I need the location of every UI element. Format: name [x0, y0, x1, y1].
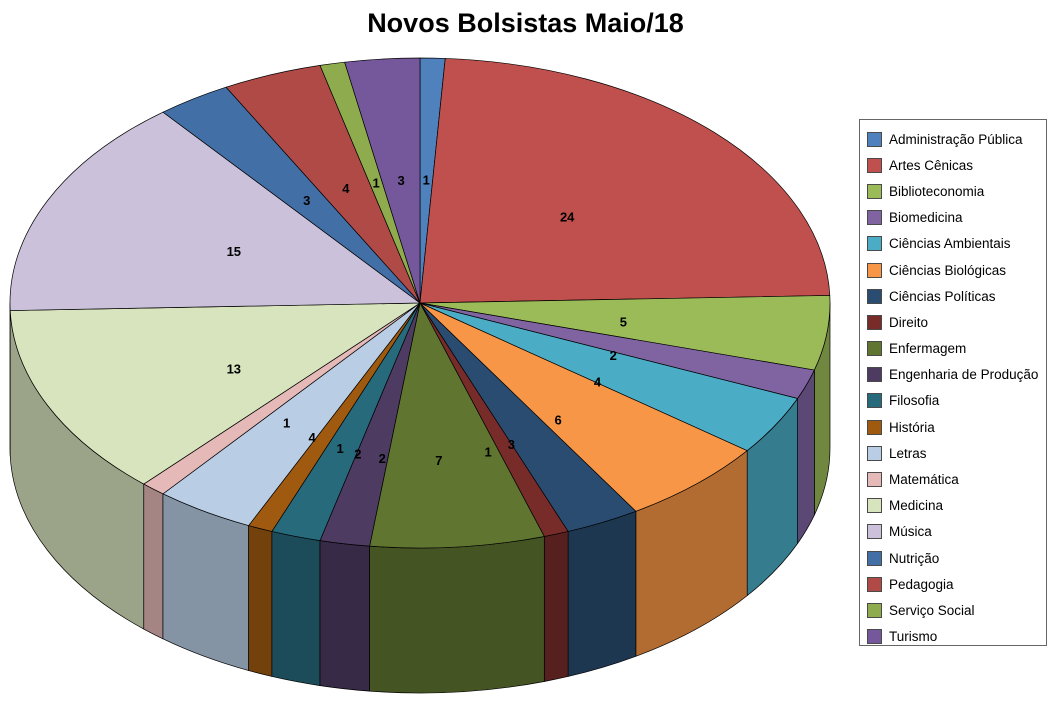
pie-slice-turismo: [344, 57, 421, 304]
legend-swatch: [867, 472, 882, 488]
data-label: 6: [554, 412, 561, 427]
legend-item-servico-social: Serviço Social: [867, 597, 1046, 623]
legend-item-enfermagem: Enfermagem: [867, 336, 1046, 362]
legend-label: Matemática: [889, 472, 959, 488]
data-label: 15: [227, 244, 241, 259]
legend-label: Biblioteconomia: [889, 183, 985, 199]
legend-label: Ciências Ambientais: [889, 236, 1011, 252]
legend-item-administracao-publica: Administração Pública: [867, 126, 1046, 152]
legend-label: Artes Cênicas: [889, 157, 974, 173]
pie-slice-side-filosofia: [271, 531, 321, 686]
legend-label: Engenharia de Produção: [889, 367, 1039, 383]
pie-slice-side-enfermagem: [369, 536, 545, 694]
legend-label: Letras: [889, 445, 927, 461]
data-label: 3: [508, 437, 515, 452]
data-label: 3: [303, 193, 310, 208]
legend-item-historia: História: [867, 414, 1046, 440]
pie-slice-side-direito: [543, 531, 569, 682]
legend-item-nutricao: Nutrição: [867, 545, 1046, 571]
legend-swatch: [867, 419, 882, 435]
legend-swatch: [867, 262, 882, 278]
pie-slice-enfermagem: [369, 302, 545, 549]
data-label: 2: [354, 446, 361, 461]
pie-slice-side-engenharia-de-producao: [319, 540, 370, 692]
legend-swatch: [867, 210, 882, 226]
data-label: 5: [620, 315, 627, 330]
legend-item-engenharia-de-producao: Engenharia de Produção: [867, 362, 1046, 388]
legend-label: Filosofia: [889, 393, 940, 409]
pie-slice-musica: [9, 111, 421, 311]
legend-swatch: [867, 183, 882, 199]
legend-label: Serviço Social: [889, 602, 975, 618]
pie-slice-side-biomedicina: [797, 369, 815, 544]
legend-swatch: [867, 550, 882, 566]
legend-label: Pedagogia: [889, 576, 954, 592]
legend-item-medicina: Medicina: [867, 493, 1046, 519]
legend-swatch: [867, 576, 882, 592]
data-label: 3: [397, 173, 404, 188]
legend-swatch: [867, 629, 882, 645]
legend-item-matematica: Matemática: [867, 466, 1046, 492]
legend-swatch: [867, 498, 882, 514]
legend-item-musica: Música: [867, 519, 1046, 545]
legend-label: História: [889, 419, 935, 435]
data-label: 4: [342, 181, 350, 196]
legend-swatch: [867, 602, 882, 618]
pie-slice-artes-cenicas: [419, 58, 831, 304]
legend-item-letras: Letras: [867, 440, 1046, 466]
legend-label: Música: [889, 524, 932, 540]
legend-swatch: [867, 314, 882, 330]
legend-swatch: [867, 445, 882, 461]
legend-item-ciencias-ambientais: Ciências Ambientais: [867, 231, 1046, 257]
data-label: 1: [336, 441, 343, 456]
legend-item-biomedicina: Biomedicina: [867, 205, 1046, 231]
legend-swatch: [867, 157, 882, 173]
legend-swatch: [867, 131, 882, 147]
data-label: 7: [435, 453, 442, 468]
legend-item-biblioteconomia: Biblioteconomia: [867, 178, 1046, 204]
data-label: 1: [372, 175, 379, 190]
legend-item-filosofia: Filosofia: [867, 388, 1046, 414]
legend-item-pedagogia: Pedagogia: [867, 571, 1046, 597]
data-label: 4: [308, 430, 316, 445]
data-label: 1: [283, 416, 290, 431]
legend-item-turismo: Turismo: [867, 624, 1046, 650]
pie-slice-ciencias-biologicas: [419, 302, 748, 512]
data-label: 2: [610, 348, 617, 363]
data-label: 1: [423, 173, 430, 188]
legend-label: Administração Pública: [889, 131, 1023, 147]
legend-label: Nutrição: [889, 550, 940, 566]
legend-swatch: [867, 288, 882, 304]
data-label: 2: [379, 451, 386, 466]
legend-item-artes-cenicas: Artes Cênicas: [867, 152, 1046, 178]
legend-item-ciencias-biologicas: Ciências Biológicas: [867, 257, 1046, 283]
legend-label: Ciências Políticas: [889, 288, 996, 304]
legend-label: Medicina: [889, 498, 944, 514]
legend-label: Turismo: [889, 629, 938, 645]
data-label: 4: [594, 374, 602, 389]
legend-label: Ciências Biológicas: [889, 262, 1007, 278]
data-label: 1: [484, 445, 491, 460]
legend-item-direito: Direito: [867, 309, 1046, 335]
legend-swatch: [867, 393, 882, 409]
legend-swatch: [867, 524, 882, 540]
pie-slice-side-matematica: [143, 483, 164, 640]
legend-swatch: [867, 367, 882, 383]
pie-slice-side-ciencias-politicas: [567, 510, 637, 677]
legend: Administração Pública Artes Cênicas Biblio…: [859, 119, 1047, 646]
pie-slice-medicina: [9, 302, 421, 485]
legend-label: Enfermagem: [889, 341, 967, 357]
legend-swatch: [867, 236, 882, 252]
legend-swatch: [867, 341, 882, 357]
pie-slice-side-historia: [248, 525, 273, 677]
legend-label: Biomedicina: [889, 210, 963, 226]
data-label: 13: [227, 361, 241, 376]
legend-label: Direito: [889, 314, 929, 330]
chart-title: Novos Bolsistas Maio/18: [367, 8, 684, 38]
data-label: 24: [560, 210, 575, 225]
legend-item-ciencias-politicas: Ciências Políticas: [867, 283, 1046, 309]
